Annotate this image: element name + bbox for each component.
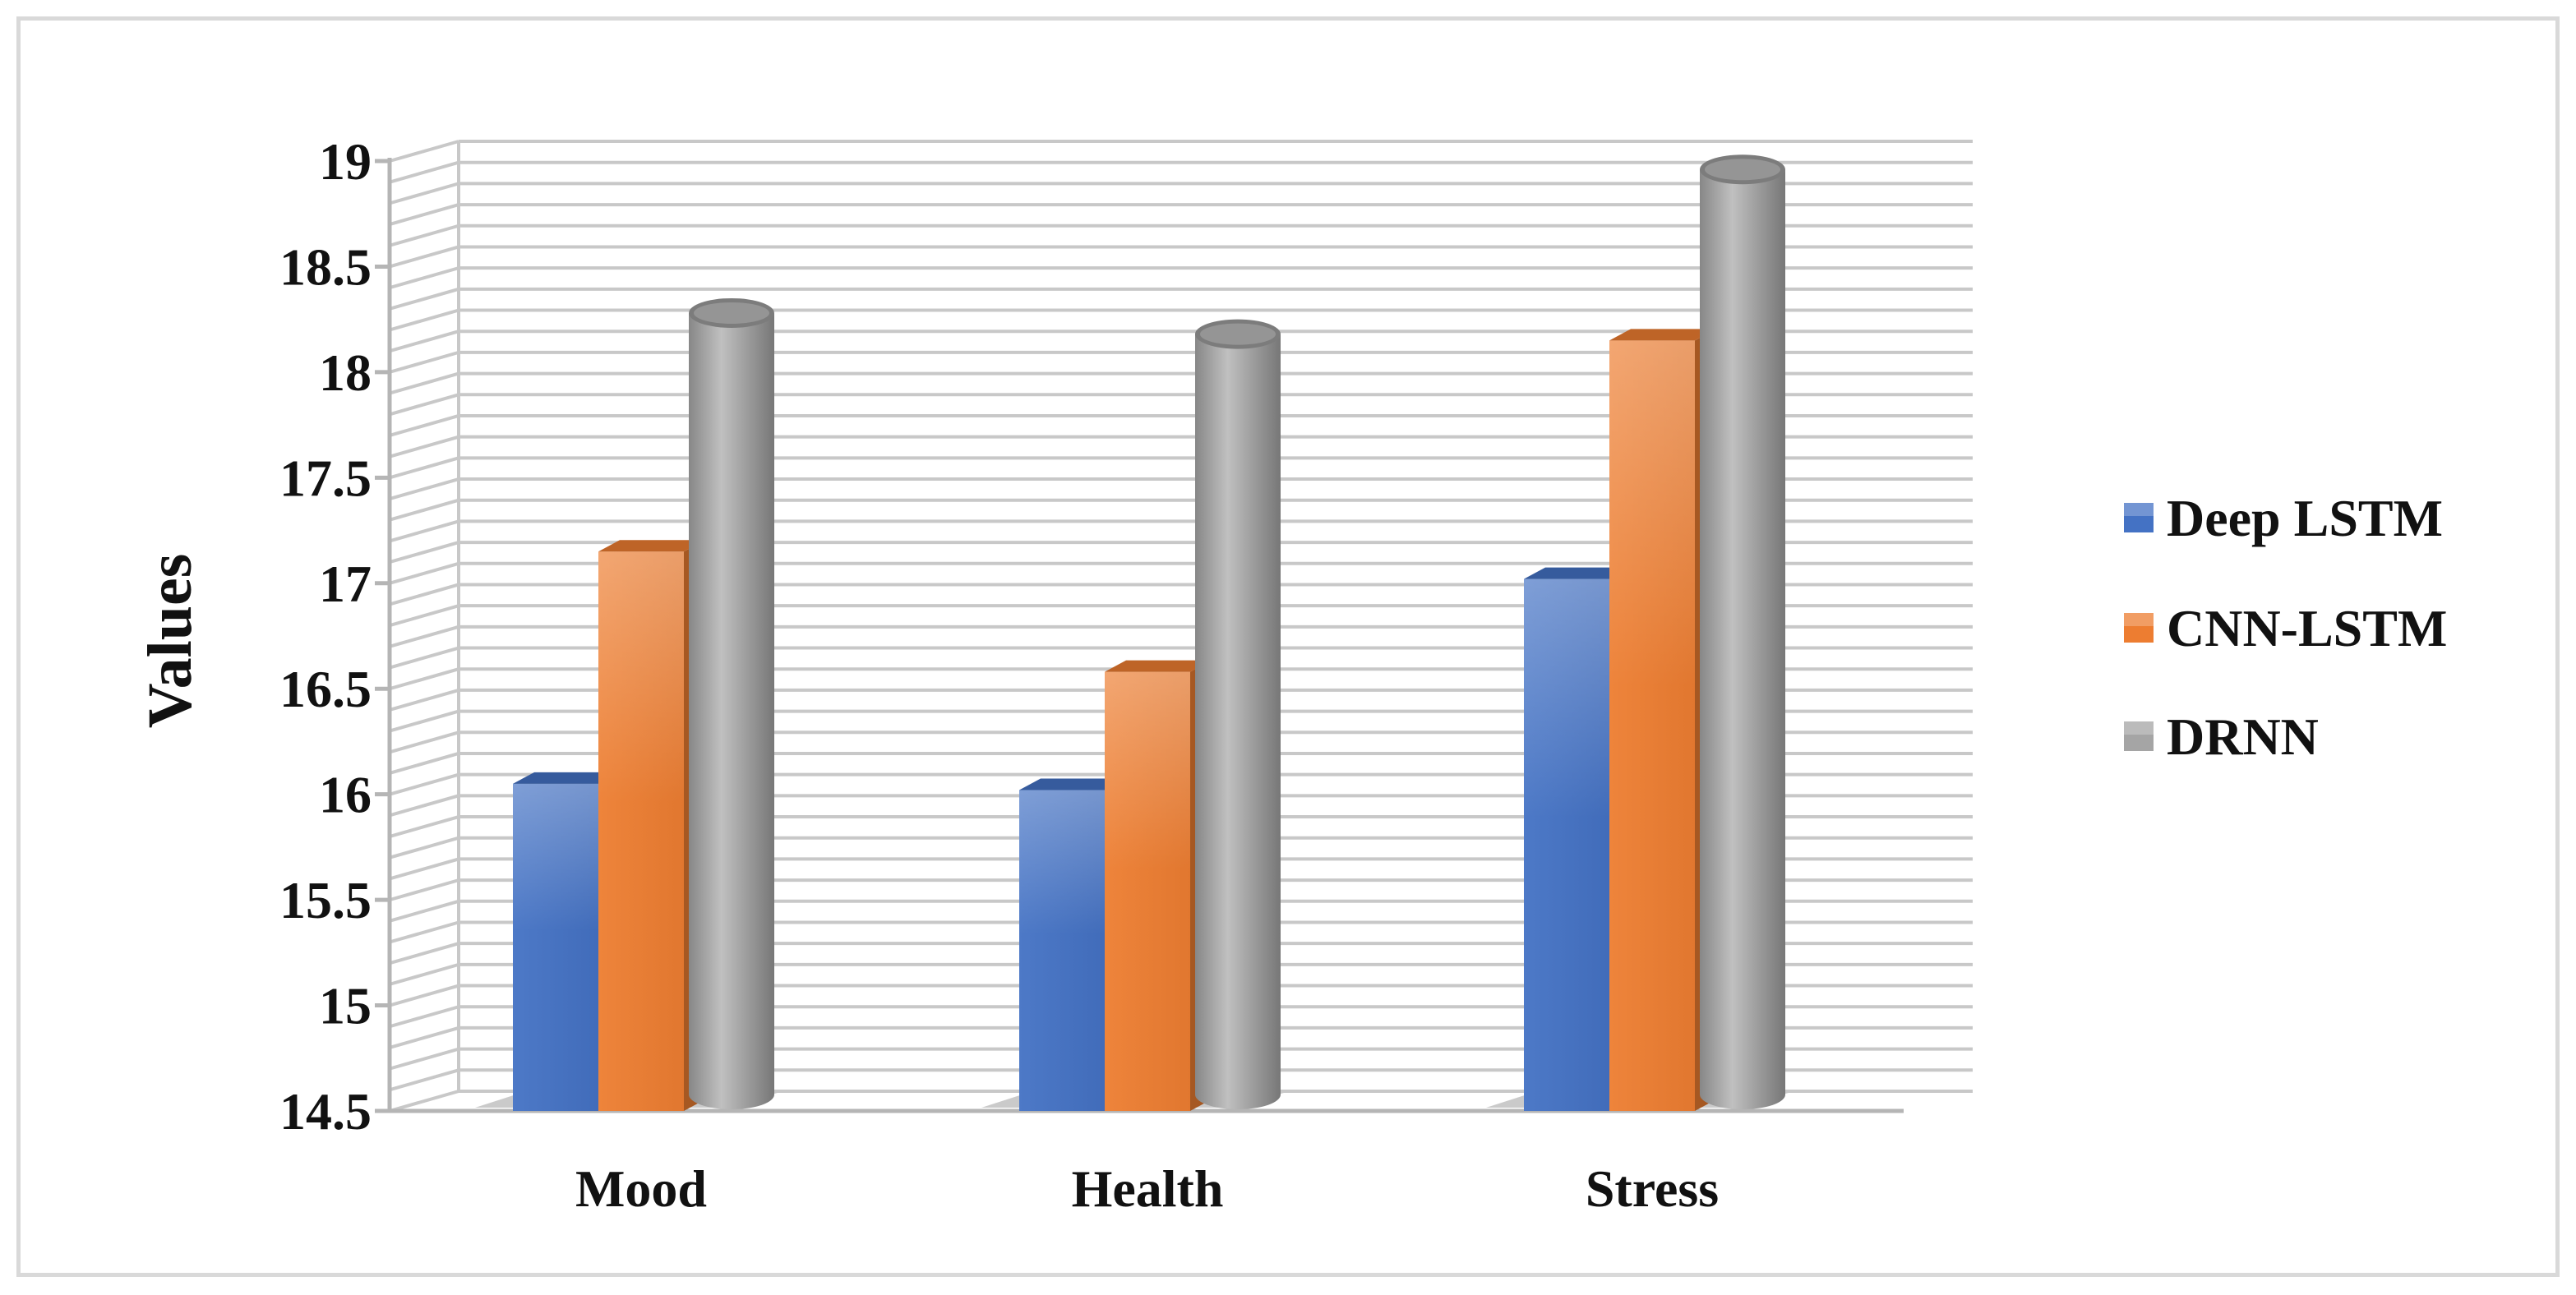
bar-body [1195,334,1281,1109]
bar-top-inner [1705,159,1780,181]
x-tick-label: Stress [1586,1159,1719,1218]
y-tick-label: 14.5 [279,1082,372,1141]
legend-swatch [2124,503,2154,532]
legend-label: Deep LSTM [2167,489,2443,547]
y-tick-label: 19 [319,132,372,191]
legend-swatch-highlight [2124,503,2154,516]
bar-drnn-mood [689,297,774,1110]
bar-highlight [598,551,684,804]
x-tick-labels: Mood Health Stress [575,1159,1719,1218]
y-axis-label: Values [136,554,205,729]
legend: Deep LSTM CNN-LSTM DRNN [2124,489,2447,766]
legend-swatch [2124,613,2154,643]
x-tick-label: Health [1072,1159,1224,1218]
legend-swatch-highlight [2124,613,2154,626]
y-tick-label: 15.5 [279,871,372,929]
y-tick-label: 17 [319,555,372,613]
legend-swatch [2124,721,2154,751]
bar-drnn-health [1195,319,1281,1109]
legend-item: DRNN [2124,707,2319,766]
y-tick-labels: 14.5 15 15.5 16 16.5 17 17.5 18 18.5 19 [279,132,372,1141]
y-tick-label: 16.5 [279,660,372,718]
y-tick-label: 16 [319,766,372,824]
bar-top [1609,329,1716,341]
legend-item: CNN-LSTM [2124,599,2447,657]
bar-top [1019,778,1126,790]
bar-top-inner [1200,323,1276,345]
bar-cnn-lstm-health [1105,660,1212,1111]
bar-top [1524,567,1631,579]
bar-highlight [1105,671,1190,870]
bar-highlight [513,783,598,932]
bar-deep-lstm-health [1019,778,1126,1111]
bars [475,154,1789,1111]
y-tick-label: 18 [319,343,372,402]
bar-highlight [1524,578,1609,818]
bar-drnn-stress [1700,154,1785,1110]
legend-item: Deep LSTM [2124,489,2443,547]
legend-label: CNN-LSTM [2167,599,2447,657]
bar-highlight [1019,790,1105,935]
bar-body [1700,169,1785,1110]
bar-top [598,540,705,552]
x-tick-label: Mood [575,1159,707,1218]
bar-body [689,312,774,1110]
bar-top [1105,660,1212,672]
bar-highlight [1609,340,1695,688]
bar-top [513,772,620,784]
y-tick-label: 17.5 [279,449,372,507]
y-tick-label: 15 [319,977,372,1035]
legend-swatch-highlight [2124,721,2154,735]
y-tick-label: 18.5 [279,237,372,296]
bar-top-inner [694,302,769,324]
legend-label: DRNN [2167,707,2319,766]
